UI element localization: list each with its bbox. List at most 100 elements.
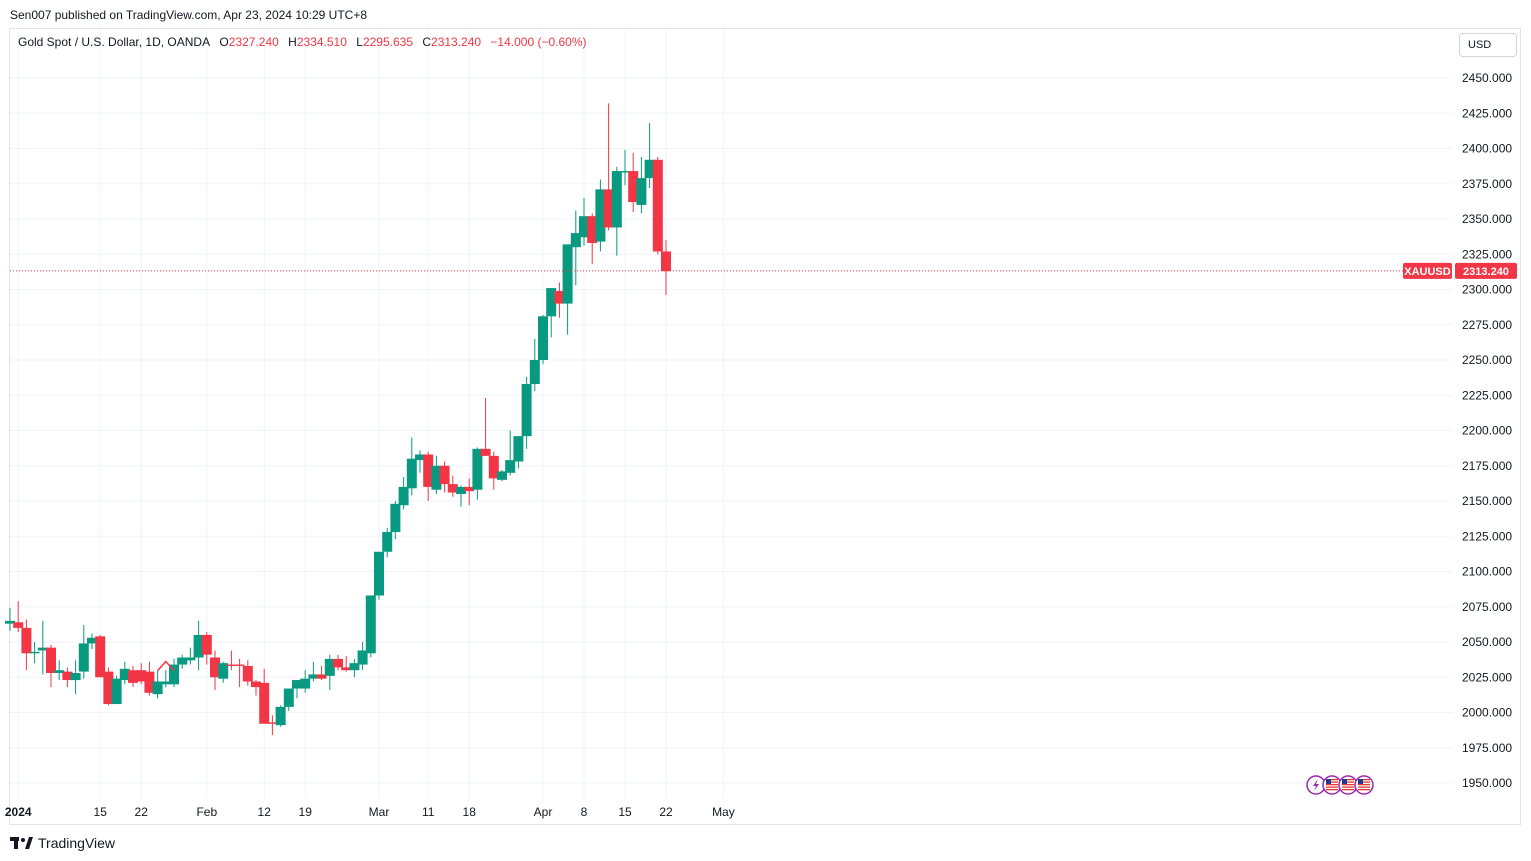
- y-tick-label: 2300.000: [1462, 283, 1512, 297]
- candle-up: [611, 171, 622, 228]
- y-tick-label: 2250.000: [1462, 353, 1512, 367]
- change-value: −14.000 (−0.60%): [490, 35, 587, 49]
- y-tick-label: 1975.000: [1462, 741, 1512, 755]
- candle-up: [78, 643, 89, 672]
- y-tick-label: 2025.000: [1462, 670, 1512, 684]
- y-tick-label: 2450.000: [1462, 71, 1512, 85]
- price-axis: 1950.000 1975.000 2000.000 2025.000 2050.000…: [1462, 71, 1512, 790]
- chart-grid: [10, 29, 1452, 798]
- candle-down: [128, 670, 138, 683]
- y-tick-label: 2150.000: [1462, 494, 1512, 508]
- candle-up: [152, 681, 163, 695]
- candle-down: [603, 189, 614, 228]
- candle-up: [324, 658, 335, 676]
- y-tick-label: 2225.000: [1462, 388, 1512, 402]
- tradingview-logo-icon: [10, 837, 33, 849]
- candle-up: [505, 460, 516, 473]
- candle-up: [87, 637, 97, 644]
- candle-up: [177, 657, 188, 665]
- candle-up: [382, 532, 393, 552]
- candle-down: [95, 636, 106, 678]
- candle-up: [357, 650, 368, 665]
- x-tick-label: 18: [463, 805, 477, 819]
- x-tick-label: 22: [659, 805, 673, 819]
- candle-up: [415, 454, 425, 461]
- y-tick-label: 2175.000: [1462, 459, 1512, 473]
- open-value: 2327.240: [228, 35, 279, 49]
- candle-up: [5, 620, 15, 624]
- candle-up: [595, 189, 606, 242]
- candle-down: [62, 671, 73, 681]
- candle-down: [103, 671, 114, 705]
- high-label: H: [288, 35, 297, 49]
- candle-down: [13, 622, 24, 628]
- candle-up: [521, 383, 532, 437]
- candle-up: [406, 458, 417, 489]
- candle-up: [644, 159, 655, 179]
- candle-up: [185, 657, 196, 661]
- symbol-title: Gold Spot / U.S. Dollar, 1D, OANDA: [18, 35, 211, 49]
- currency-button[interactable]: USD: [1459, 33, 1517, 57]
- open-label: O: [219, 35, 229, 49]
- candle-up: [538, 316, 548, 360]
- y-tick-label: 2275.000: [1462, 318, 1512, 332]
- candle-up: [70, 673, 81, 681]
- candle-up: [218, 663, 229, 679]
- symbol-badge-label: XAUUSD: [1404, 266, 1451, 278]
- x-tick-label: 19: [299, 805, 313, 819]
- chart-frame: [9, 28, 1521, 825]
- candle-up: [300, 678, 311, 689]
- candle-down: [423, 454, 434, 487]
- candlestick-series: [5, 103, 671, 736]
- candle-down: [661, 251, 671, 272]
- low-label: L: [356, 35, 363, 49]
- candle-down: [251, 681, 261, 688]
- x-tick-label: 15: [94, 805, 108, 819]
- candle-up: [365, 595, 376, 654]
- arrow-marker-icon: [157, 660, 175, 672]
- y-tick-label: 2400.000: [1462, 142, 1512, 156]
- candle-down: [226, 664, 237, 666]
- candle-down: [259, 682, 270, 724]
- y-tick-label: 1950.000: [1462, 776, 1512, 790]
- candle-up: [275, 706, 286, 726]
- candle-up: [562, 244, 573, 304]
- y-tick-label: 2325.000: [1462, 247, 1512, 261]
- candle-up: [570, 233, 581, 248]
- candle-up: [111, 678, 122, 705]
- candle-down: [136, 670, 147, 682]
- candle-up: [292, 680, 302, 689]
- y-tick-label: 2050.000: [1462, 635, 1512, 649]
- event-markers: [157, 660, 1374, 795]
- x-tick-label: 8: [581, 805, 588, 819]
- candle-down: [316, 674, 327, 679]
- symbol-badge: [1403, 262, 1452, 279]
- candle-down: [46, 647, 56, 674]
- x-tick-label: Feb: [196, 805, 217, 819]
- candle-up: [456, 486, 466, 494]
- candle-up: [513, 436, 524, 462]
- close-value: 2313.240: [431, 35, 482, 49]
- y-tick-label: 2100.000: [1462, 565, 1512, 579]
- candle-up: [529, 360, 540, 384]
- x-tick-label: 11: [422, 805, 435, 819]
- candle-up: [636, 178, 647, 205]
- candle-down: [439, 465, 450, 485]
- candle-up: [472, 448, 483, 490]
- x-tick-label: Apr: [534, 805, 553, 819]
- y-tick-label: 2425.000: [1462, 106, 1512, 120]
- candle-up: [54, 670, 65, 674]
- brand[interactable]: TradingView: [10, 835, 115, 851]
- time-axis: 2024 15 22 Feb 12 19 Mar 11 18 Apr 8 15 22 May: [5, 805, 735, 819]
- candle-down: [333, 658, 343, 668]
- candle-down: [210, 657, 220, 678]
- candle-down: [201, 634, 212, 655]
- candle-down: [21, 627, 32, 654]
- candle-up: [390, 503, 401, 533]
- y-tick-label: 2125.000: [1462, 529, 1512, 543]
- y-tick-label: 2200.000: [1462, 424, 1512, 438]
- candle-down: [267, 722, 278, 724]
- candle-down: [234, 664, 245, 666]
- symbol-legend[interactable]: Gold Spot / U.S. Dollar, 1D, OANDA O2327…: [18, 35, 593, 49]
